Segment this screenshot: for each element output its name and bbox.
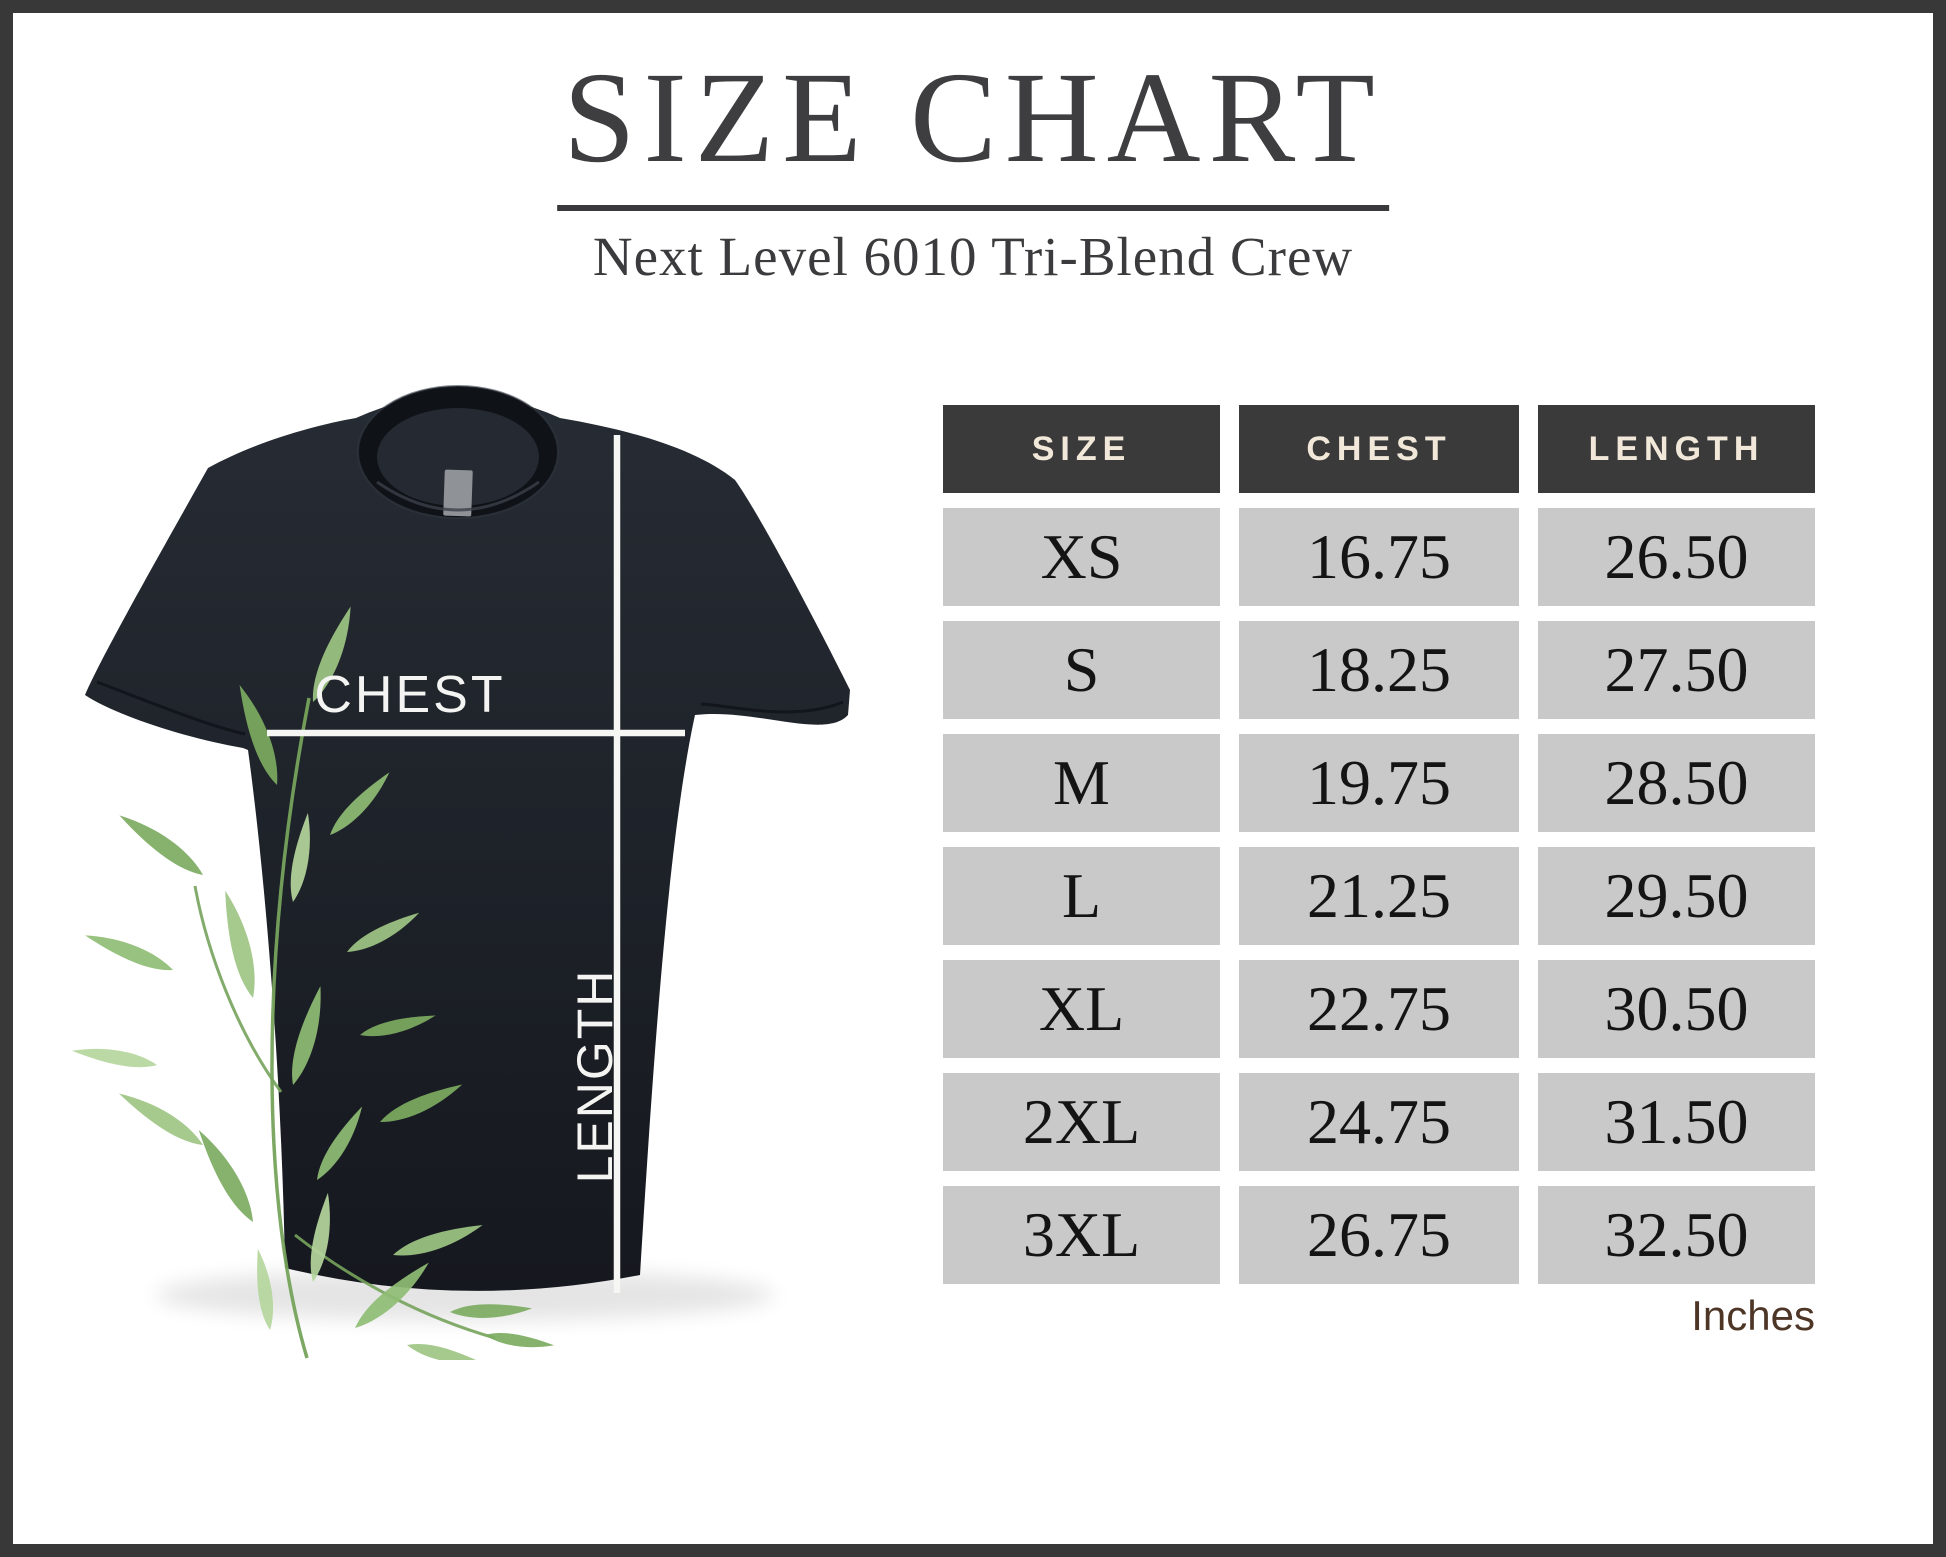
size-cell: 2XL: [943, 1073, 1220, 1171]
chest-measure-label: CHEST: [314, 666, 505, 724]
size-cell: S: [943, 621, 1220, 719]
leaf-branch-decoration: [71, 606, 555, 1360]
left-cuff-seam: [96, 680, 246, 736]
size-cell: M: [943, 734, 1220, 832]
length-value-cell: 26.50: [1538, 508, 1815, 606]
length-value-cell: 32.50: [1538, 1186, 1815, 1284]
chest-value-cell: 26.75: [1239, 1186, 1519, 1284]
length-value-cell: 28.50: [1538, 734, 1815, 832]
heading-block: SIZE CHART Next Level 6010 Tri-Blend Cre…: [557, 50, 1389, 288]
chest-value-cell: 19.75: [1239, 734, 1519, 832]
chest-value-cell: 24.75: [1239, 1073, 1519, 1171]
size-cell: XL: [943, 960, 1220, 1058]
tshirt-measurement-diagram: CHEST LENGTH: [71, 385, 850, 1360]
chest-value-cell: 18.25: [1239, 621, 1519, 719]
tshirt-body: [85, 395, 850, 1291]
length-value-cell: 30.50: [1538, 960, 1815, 1058]
column-header-size: SIZE: [943, 405, 1220, 493]
chest-value-cell: 22.75: [1239, 960, 1519, 1058]
chest-value-cell: 16.75: [1239, 508, 1519, 606]
size-table: SIZE CHEST LENGTH XS 16.75 26.50 S 18.25 27.5…: [943, 405, 1815, 1284]
collar-seam: [376, 480, 540, 512]
size-cell: 3XL: [943, 1186, 1220, 1284]
leaves: [71, 606, 555, 1360]
size-cell: XS: [943, 508, 1220, 606]
neck-tag: [443, 469, 473, 517]
right-cuff-seam: [700, 700, 844, 714]
length-value-cell: 31.50: [1538, 1073, 1815, 1171]
units-label: Inches: [1691, 1292, 1815, 1339]
length-value-cell: 27.50: [1538, 621, 1815, 719]
column-header-length: LENGTH: [1538, 405, 1815, 493]
collar-inner: [377, 408, 539, 506]
length-value-cell: 29.50: [1538, 847, 1815, 945]
length-measure-label: LENGTH: [567, 969, 623, 1184]
column-header-chest: CHEST: [1239, 405, 1519, 493]
page-subtitle: Next Level 6010 Tri-Blend Crew: [592, 225, 1354, 287]
size-cell: L: [943, 847, 1220, 945]
collar-ring-highlight: [357, 385, 559, 519]
chest-value-cell: 21.25: [1239, 847, 1519, 945]
page-title: SIZE CHART: [557, 50, 1389, 211]
